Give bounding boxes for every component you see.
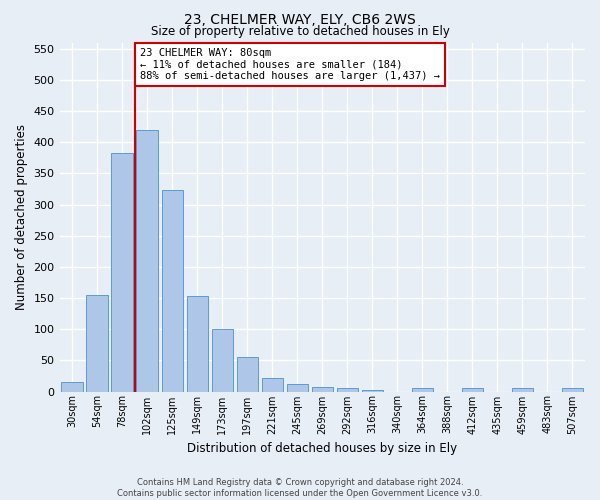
Bar xyxy=(161,190,183,392)
Bar xyxy=(287,384,308,392)
Bar xyxy=(362,390,383,392)
X-axis label: Distribution of detached houses by size in Ely: Distribution of detached houses by size … xyxy=(187,442,457,455)
Bar xyxy=(262,378,283,392)
Text: 23 CHELMER WAY: 80sqm
← 11% of detached houses are smaller (184)
88% of semi-det: 23 CHELMER WAY: 80sqm ← 11% of detached … xyxy=(140,48,440,81)
Bar xyxy=(462,388,483,392)
Bar xyxy=(212,329,233,392)
Text: Contains HM Land Registry data © Crown copyright and database right 2024.
Contai: Contains HM Land Registry data © Crown c… xyxy=(118,478,482,498)
Bar xyxy=(112,153,133,392)
Y-axis label: Number of detached properties: Number of detached properties xyxy=(15,124,28,310)
Bar xyxy=(86,295,108,392)
Bar xyxy=(412,388,433,392)
Text: 23, CHELMER WAY, ELY, CB6 2WS: 23, CHELMER WAY, ELY, CB6 2WS xyxy=(184,12,416,26)
Bar xyxy=(512,388,533,392)
Bar xyxy=(61,382,83,392)
Text: Size of property relative to detached houses in Ely: Size of property relative to detached ho… xyxy=(151,25,449,38)
Bar xyxy=(562,388,583,392)
Bar xyxy=(311,386,333,392)
Bar xyxy=(236,357,258,392)
Bar xyxy=(337,388,358,392)
Bar xyxy=(136,130,158,392)
Bar xyxy=(187,296,208,392)
